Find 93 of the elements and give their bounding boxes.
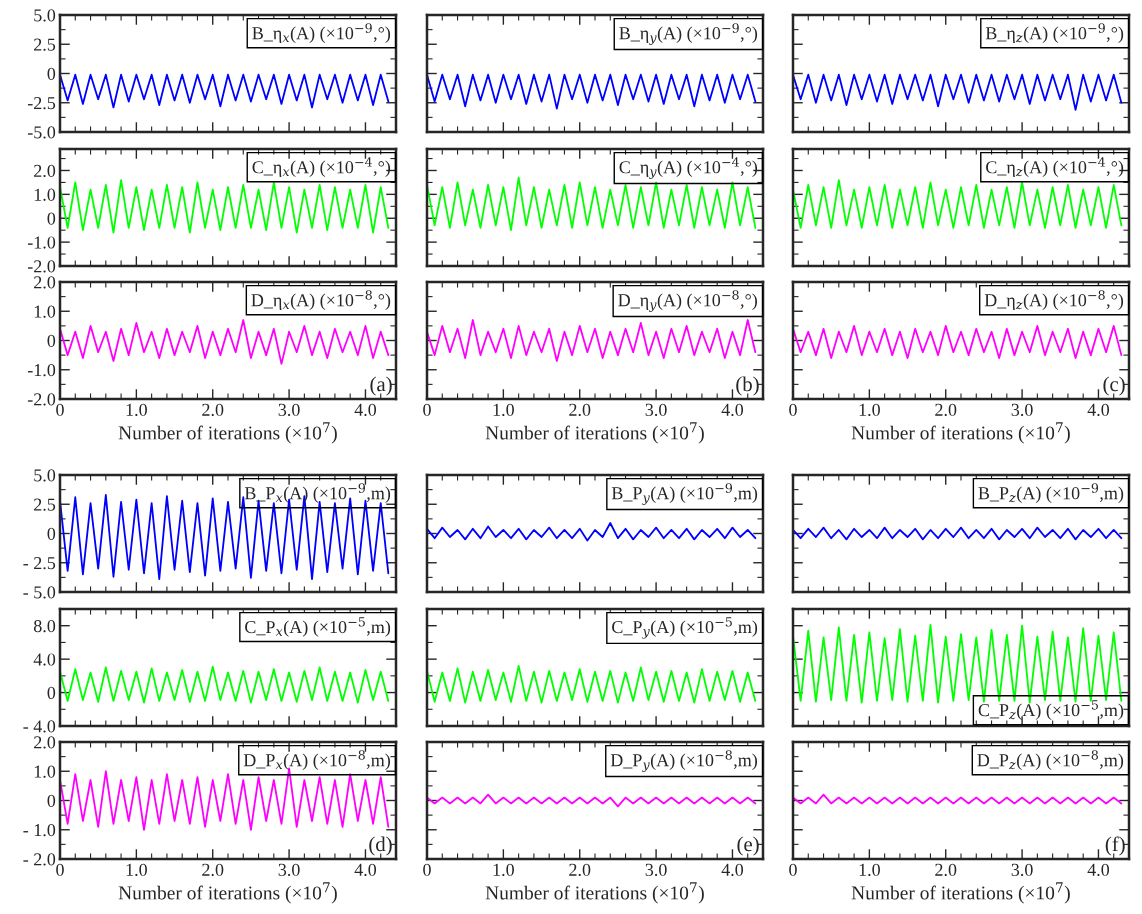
x-tick-label: 2.0 [569,863,591,876]
y-tick-label: 5.0 [34,469,56,482]
y-tick-label: 1.0 [34,188,56,201]
annotation: D_P$_{y}$(A) (×10$^{−8}$,m) [610,750,758,772]
y-tick-label: -1.0 [27,364,56,377]
x-tick-label: 3.0 [278,863,300,876]
y-tick-label: -5.0 [27,126,56,139]
x-axis-title: Number of iterations (×10$^{7}$) [485,882,704,904]
y-tick-label: - 2.0 [23,853,56,866]
annotation: D_η$_{y}$(A) (×10$^{−8}$,°) [618,290,757,312]
annotation: B_η$_{y}$(A) (×10$^{−9}$,°) [619,23,758,45]
y-tick-label: 2.0 [34,164,56,178]
x-tick-label: 3.0 [1011,863,1033,876]
annotation: D_P$_{z}$(A) (×10$^{−8}$,m) [977,750,1124,770]
x-tick-label: 2.0 [935,403,957,416]
x-axis-title: Number of iterations (×10$^{7}$) [485,422,704,444]
line-series [60,73,390,109]
x-axis-title: Number of iterations (×10$^{7}$) [851,882,1070,904]
y-tick-label: - 5.0 [23,586,56,599]
y-tick-label: -2.0 [27,393,56,406]
annotation: B_η$_{x}$(A) (×10$^{−9}$,°) [252,23,391,43]
y-tick-label: 8.0 [33,619,56,633]
annotation: (c) [1103,376,1125,396]
annotation: B_P$_{x}$(A) (×10$^{−9}$,m) [244,483,391,503]
x-axis-title: Number of iterations (×10$^{7}$) [851,422,1070,444]
y-tick-label: 0 [47,686,56,700]
y-tick-label: 1.0 [34,765,56,778]
annotation: C_P$_{z}$(A) (×10$^{−5}$,m) [978,700,1124,720]
x-tick-label: 2.0 [935,863,957,876]
y-tick-label: - 4.0 [23,720,56,733]
x-tick-label: 4.0 [1087,863,1110,876]
annotation: B_P$_{z}$(A) (×10$^{−9}$,m) [978,483,1124,503]
y-tick-label: 0 [47,212,56,225]
y-tick-label: 1.0 [34,305,56,318]
x-tick-label: 3.0 [645,403,667,416]
annotation: (d) [369,836,392,856]
x-tick-label: 0 [423,403,431,416]
x-tick-label: 1.0 [493,863,514,876]
y-tick-label: 0 [47,67,56,80]
y-tick-label: -2.0 [27,260,56,273]
y-tick-label: 0 [47,794,56,807]
x-tick-label: 1.0 [126,403,147,416]
y-tick-label: 5.0 [34,9,56,22]
annotation: (b) [736,376,759,396]
x-tick-label: 2.0 [569,403,591,416]
annotation: D_P$_{x}$(A) (×10$^{−8}$,m) [243,750,390,770]
x-tick-label: 0 [789,403,797,416]
y-tick-label: 4.0 [33,653,56,666]
x-tick-label: 1.0 [493,403,514,416]
x-tick-label: 4.0 [1087,403,1110,416]
y-tick-label: 2.5 [34,38,56,51]
y-tick-label: - 2.5 [23,557,56,570]
x-tick-label: 4.0 [721,863,744,876]
x-tick-label: 0 [423,863,431,876]
x-tick-label: 4.0 [354,863,377,876]
annotation: B_η$_{z}$(A) (×10$^{−9}$,°) [985,23,1124,43]
x-tick-label: 3.0 [1011,403,1033,416]
x-tick-label: 2.0 [202,863,224,876]
annotation: (e) [737,836,759,856]
annotation: D_η$_{x}$(A) (×10$^{−8}$,°) [251,290,391,310]
x-tick-label: 1.0 [126,863,147,876]
x-tick-label: 2.0 [202,403,224,416]
x-tick-label: 0 [56,863,64,876]
y-tick-label: 2.0 [34,736,56,749]
x-tick-label: 4.0 [721,403,744,416]
annotation: (f) [1105,836,1125,856]
x-tick-label: 4.0 [354,403,377,416]
x-axis-title: Number of iterations (×10$^{7}$) [118,422,337,444]
line-series [60,319,390,365]
x-tick-label: 0 [789,863,797,876]
y-tick-label: 2.0 [34,276,56,289]
annotation: D_η$_{z}$(A) (×10$^{−8}$,°) [984,290,1124,310]
y-tick-label: 0 [47,527,56,540]
y-tick-label: - 1.0 [23,824,56,837]
x-axis-title: Number of iterations (×10$^{7}$) [118,882,337,904]
x-tick-label: 3.0 [645,863,667,876]
line-series [60,179,390,234]
y-tick-label: 0 [47,334,56,347]
annotation: B_P$_{y}$(A) (×10$^{−9}$,m) [611,483,758,505]
annotation: C_P$_{y}$(A) (×10$^{−5}$,m) [612,617,758,639]
annotation: C_P$_{x}$(A) (×10$^{−5}$,m) [245,617,391,637]
x-tick-label: 1.0 [859,403,880,416]
annotation: C_η$_{y}$(A) (×10$^{−4}$,°) [619,157,758,179]
y-tick-label: -2.5 [27,97,56,110]
x-tick-label: 1.0 [859,863,880,876]
x-tick-label: 0 [56,403,64,416]
x-tick-label: 3.0 [278,403,300,416]
annotation: (a) [370,376,392,396]
y-tick-label: 2.5 [34,498,56,511]
y-tick-label: -1.0 [27,236,56,249]
line-series [60,665,390,704]
annotation: C_η$_{x}$(A) (×10$^{−4}$,°) [252,157,391,177]
annotation: C_η$_{z}$(A) (×10$^{−4}$,°) [986,157,1124,177]
